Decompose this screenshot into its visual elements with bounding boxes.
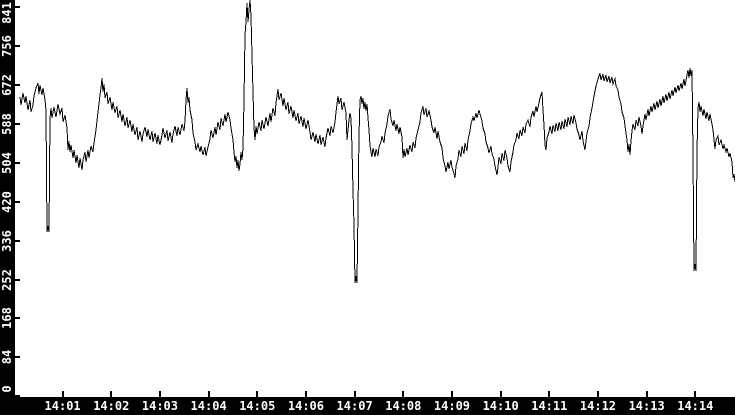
y-axis-label: 84 xyxy=(0,350,14,365)
x-tick xyxy=(499,391,502,397)
x-axis-label: 14:10 xyxy=(482,399,519,413)
y-tick xyxy=(15,317,20,320)
x-tick xyxy=(596,391,599,397)
x-tick xyxy=(61,391,64,397)
x-tick xyxy=(450,391,453,397)
x-tick xyxy=(402,391,405,397)
y-tick xyxy=(15,161,20,164)
y-tick xyxy=(15,84,20,87)
x-tick xyxy=(158,391,161,397)
y-axis-bar xyxy=(0,0,15,415)
x-axis-bar xyxy=(0,397,735,415)
y-tick xyxy=(15,239,20,242)
x-tick xyxy=(207,391,210,397)
y-axis-label: 841 xyxy=(0,2,14,24)
y-axis-label: 504 xyxy=(0,152,14,174)
y-tick xyxy=(15,6,20,9)
y-tick xyxy=(15,356,20,359)
y-axis-label: 756 xyxy=(0,35,14,58)
y-axis-label: 0 xyxy=(0,385,14,393)
y-axis-label: 588 xyxy=(0,113,14,135)
y-axis-label: 336 xyxy=(0,229,14,252)
y-tick xyxy=(15,200,20,203)
x-tick xyxy=(694,391,697,397)
y-tick xyxy=(15,278,20,281)
x-tick xyxy=(548,391,551,397)
x-tick xyxy=(110,391,113,397)
x-axis-label: 14:01 xyxy=(44,399,81,413)
x-axis-label: 14:03 xyxy=(141,399,178,413)
x-tick xyxy=(256,391,259,397)
x-axis-label: 14:12 xyxy=(579,399,617,413)
y-axis-label: 252 xyxy=(0,268,14,291)
x-axis-label: 14:09 xyxy=(433,399,471,413)
y-tick xyxy=(15,395,20,398)
x-axis-label: 14:05 xyxy=(239,399,276,413)
x-axis-label: 14:06 xyxy=(287,399,324,413)
x-axis-label: 14:08 xyxy=(385,399,422,413)
x-tick xyxy=(645,391,648,397)
x-axis-label: 14:13 xyxy=(628,399,665,413)
y-axis-label: 420 xyxy=(0,190,14,213)
series-line xyxy=(19,0,735,284)
x-tick xyxy=(353,391,356,397)
y-axis-label: 672 xyxy=(0,74,14,97)
x-axis-label: 14:11 xyxy=(531,399,568,413)
x-tick xyxy=(304,391,307,397)
x-axis-label: 14:04 xyxy=(190,399,227,413)
y-tick xyxy=(15,45,20,48)
x-axis-label: 14:14 xyxy=(677,399,714,413)
y-tick xyxy=(15,123,20,126)
y-axis-label: 168 xyxy=(0,307,14,330)
x-axis-label: 14:07 xyxy=(336,399,373,413)
x-axis-label: 14:02 xyxy=(93,399,130,413)
